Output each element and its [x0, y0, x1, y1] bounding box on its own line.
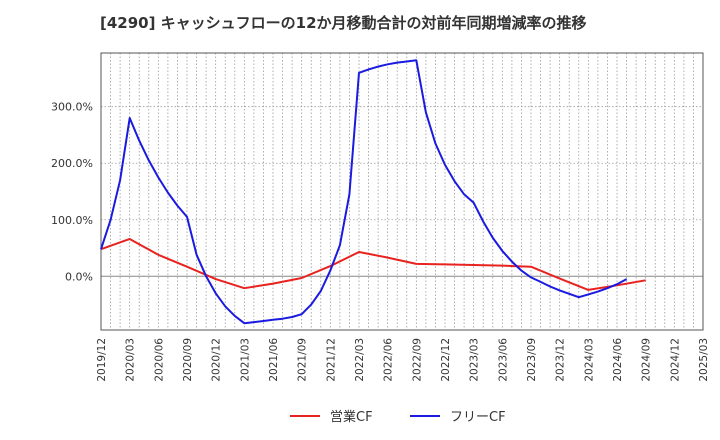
plot-frame	[100, 52, 704, 331]
x-tick-label: 2024/09	[641, 338, 653, 382]
x-tick-label: 2022/03	[354, 338, 366, 382]
x-tick-label: 2023/06	[497, 338, 509, 382]
legend-label: フリーCF	[450, 410, 506, 425]
x-tick-label: 2021/06	[268, 338, 280, 382]
x-tick-label: 2021/12	[325, 338, 337, 382]
x-tick-label: 2023/12	[555, 338, 567, 382]
x-tick-label: 2019/12	[96, 338, 108, 382]
y-tick-label: 100.0%	[51, 214, 93, 227]
plot-area	[101, 53, 703, 330]
x-tick-label: 2021/09	[297, 338, 309, 382]
x-tick-label: 2020/03	[125, 338, 137, 382]
y-tick-label: 0.0%	[65, 270, 93, 283]
x-tick-label: 2024/12	[669, 338, 681, 382]
x-tick-label: 2022/06	[383, 338, 395, 382]
y-tick-label: 300.0%	[51, 101, 93, 114]
x-tick-label: 2023/09	[526, 338, 538, 382]
x-tick-label: 2024/06	[612, 338, 624, 382]
x-tick-label: 2021/03	[239, 338, 251, 382]
chart-title: [4290] キャッシュフローの12か月移動合計の対前年同期増減率の推移	[100, 14, 587, 32]
x-tick-label: 2020/09	[182, 338, 194, 382]
x-tick-label: 2022/12	[440, 338, 452, 382]
series-line-operating-cf	[100, 238, 646, 291]
x-tick-label: 2023/03	[469, 338, 481, 382]
x-tick-label: 2024/03	[583, 338, 595, 382]
x-tick-label: 2020/06	[153, 338, 165, 382]
x-tick-label: 2022/09	[411, 338, 423, 382]
series-line-free-cf	[100, 59, 628, 325]
x-tick-label: 2025/03	[698, 338, 710, 382]
y-tick-label: 200.0%	[51, 157, 93, 170]
x-tick-label: 2020/12	[211, 338, 223, 382]
legend-label: 営業CF	[330, 409, 373, 425]
